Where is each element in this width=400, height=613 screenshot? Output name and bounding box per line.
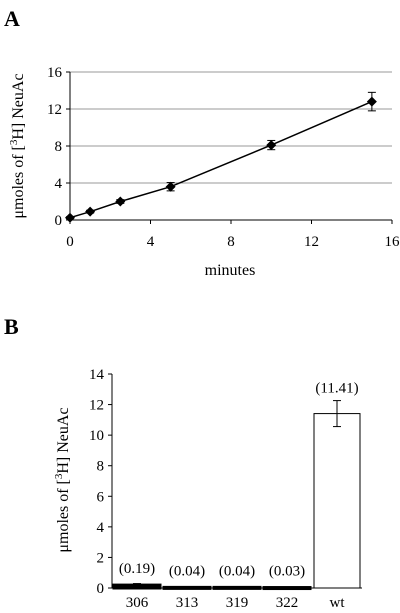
y-tick-label: 12 [89, 398, 104, 414]
data-label: (0.19) [119, 561, 155, 577]
y-tick-label: 14 [89, 367, 105, 383]
panel-label-b: B [4, 314, 19, 339]
data-point [165, 181, 176, 192]
category-labels: 306 313 319 322 wt [126, 595, 346, 611]
data-point [266, 140, 277, 151]
data-point [65, 212, 75, 223]
data-labels: (0.19) (0.04) (0.04) (0.03) (11.41) [119, 381, 359, 580]
y-tick-label: 8 [55, 139, 63, 155]
y-tick-label: 16 [47, 65, 63, 81]
data-label: (11.41) [315, 381, 358, 397]
data-label: (0.03) [269, 564, 305, 580]
y-tick-label: 6 [97, 489, 105, 505]
y-tick-label: 8 [97, 459, 105, 475]
category-label: 319 [226, 595, 249, 611]
x-tick-label: 0 [66, 234, 74, 250]
category-label: 313 [176, 595, 199, 611]
error-bar [133, 583, 141, 588]
x-tick-label: 4 [147, 234, 155, 250]
category-label: 322 [276, 595, 299, 611]
gridlines [70, 71, 392, 184]
y-axis-title: μmoles of [3H] NeuAc [8, 73, 27, 218]
y-tick-label: 2 [97, 550, 105, 566]
y-tick-label: 0 [55, 213, 63, 229]
x-axis-title: minutes [205, 262, 256, 279]
x-tick-label: 8 [227, 234, 235, 250]
bar-chart-panel: 0 2 4 6 8 10 12 14 (0.19) (0.04) (0.04) (0.03) (11.… [53, 367, 362, 611]
y-tick-label: 10 [89, 428, 104, 444]
error-bars [133, 400, 341, 589]
error-bars [66, 91, 376, 220]
data-point [85, 206, 96, 217]
y-tick-labels: 0 2 4 6 8 10 12 14 [89, 367, 112, 597]
series-line [69, 100, 373, 219]
y-tick-labels: 0 4 8 12 16 [47, 65, 70, 229]
category-label: wt [330, 595, 346, 611]
panel-label-a: A [4, 6, 20, 31]
y-tick-label: 12 [47, 102, 62, 118]
error-bar [333, 400, 341, 428]
y-tick-label: 4 [97, 520, 105, 536]
x-tick-labels: 0 4 8 12 16 [66, 220, 400, 250]
data-points [65, 96, 377, 223]
y-tick-label: 4 [55, 176, 63, 192]
data-point [115, 196, 126, 207]
x-tick-label: 16 [385, 234, 400, 250]
bar [313, 413, 361, 589]
y-tick-label: 0 [97, 581, 105, 597]
data-point [366, 96, 377, 107]
y-axis-title: μmoles of [3H] NeuAc [53, 407, 72, 552]
data-label: (0.04) [169, 563, 205, 579]
line-chart-panel: 0 4 8 12 16 0 4 8 12 16 minutes μmoles of [3H] N… [8, 65, 400, 279]
category-label: 306 [126, 595, 149, 611]
x-tick-label: 12 [304, 234, 319, 250]
data-label: (0.04) [219, 563, 255, 579]
